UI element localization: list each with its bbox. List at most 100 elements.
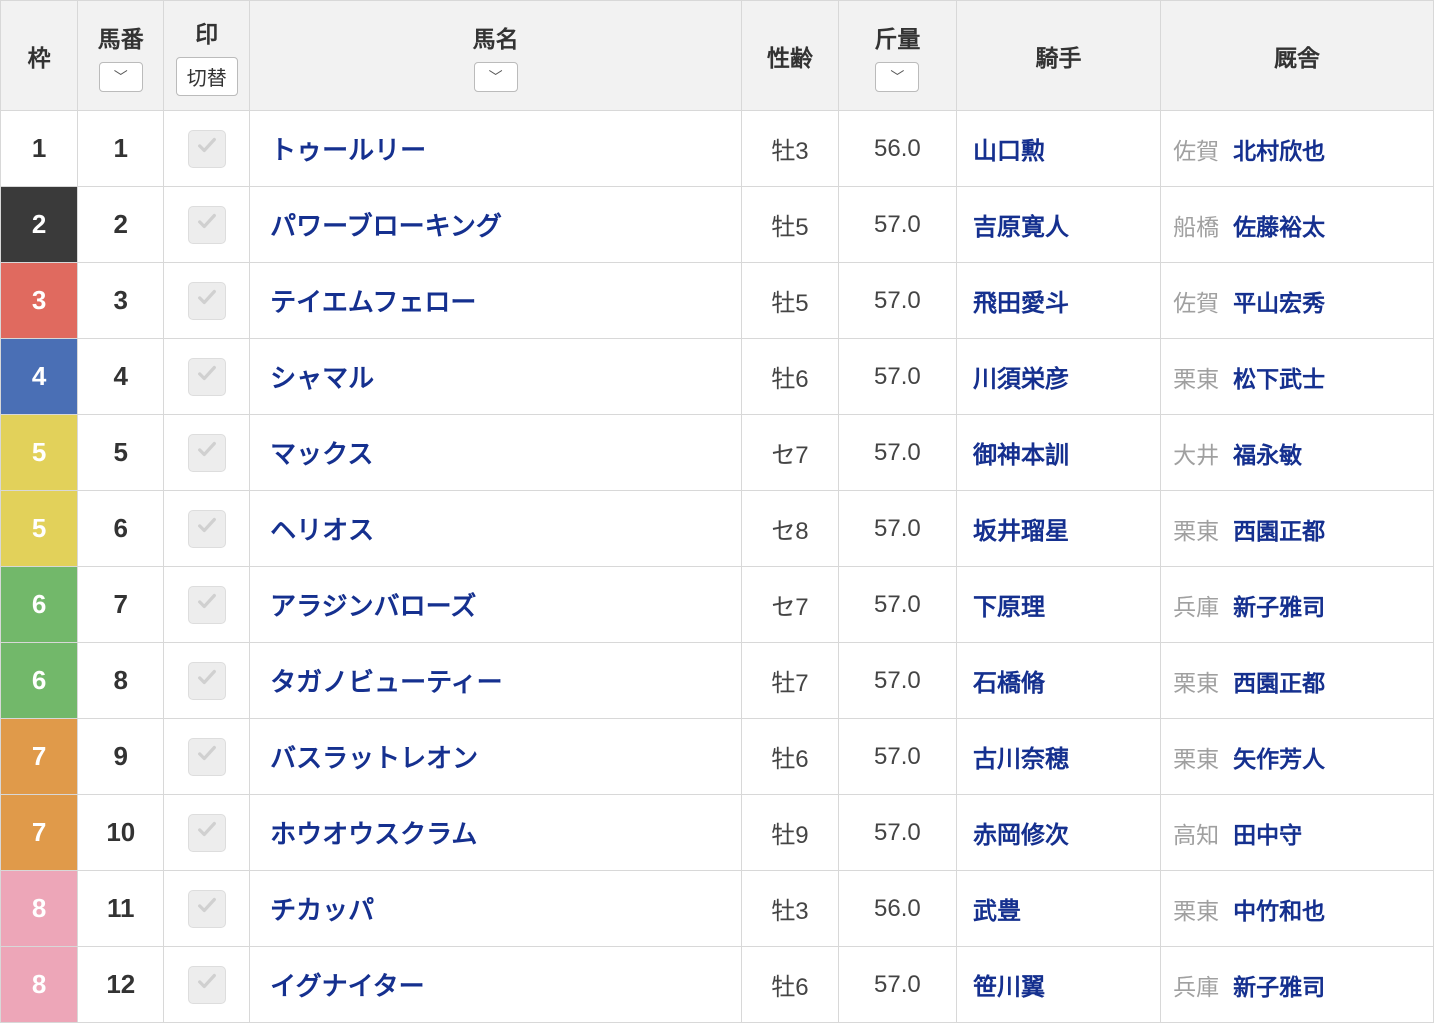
trainer-link[interactable]: 西園正都 xyxy=(1233,670,1325,696)
horsename-link[interactable]: アラジンバローズ xyxy=(270,591,476,621)
mark-checkbox[interactable] xyxy=(188,206,226,244)
horsename-link[interactable]: シャマル xyxy=(270,363,374,393)
umaban-cell: 11 xyxy=(78,871,164,947)
waku-cell: 3 xyxy=(1,263,78,339)
check-icon xyxy=(196,894,218,923)
horsename-cell: シャマル xyxy=(250,339,742,415)
trainer-link[interactable]: 中竹和也 xyxy=(1233,898,1325,924)
table-body: 11トゥールリー牡356.0山口勲佐賀北村欣也22パワーブローキング牡557.0… xyxy=(1,111,1434,1023)
trainer-link[interactable]: 北村欣也 xyxy=(1233,138,1325,164)
mark-checkbox[interactable] xyxy=(188,358,226,396)
jockey-link[interactable]: 古川奈穂 xyxy=(973,746,1069,773)
jockey-link[interactable]: 武豊 xyxy=(973,898,1021,925)
trainer-link[interactable]: 矢作芳人 xyxy=(1233,746,1325,772)
mark-checkbox[interactable] xyxy=(188,814,226,852)
umaban-cell: 4 xyxy=(78,339,164,415)
weight-cell: 57.0 xyxy=(838,415,956,491)
jockey-link[interactable]: 赤岡修次 xyxy=(973,822,1069,849)
sexage-cell: 牡6 xyxy=(742,719,839,795)
jockey-link[interactable]: 笹川翼 xyxy=(973,974,1045,1001)
header-stable-label: 厩舎 xyxy=(1274,39,1320,73)
race-entries-table: 枠 馬番 ﹀ 印 切替 馬名 ﹀ 性齢 xyxy=(0,0,1434,1023)
horsename-cell: イグナイター xyxy=(250,947,742,1023)
mark-checkbox[interactable] xyxy=(188,890,226,928)
sort-umaban-button[interactable]: ﹀ xyxy=(99,62,143,92)
jockey-cell: 山口勲 xyxy=(956,111,1160,187)
jockey-link[interactable]: 坂井瑠星 xyxy=(973,518,1069,545)
jockey-link[interactable]: 下原理 xyxy=(973,594,1045,621)
horsename-link[interactable]: ヘリオス xyxy=(270,515,374,545)
mark-checkbox[interactable] xyxy=(188,130,226,168)
jockey-link[interactable]: 吉原寛人 xyxy=(973,214,1069,241)
check-icon xyxy=(196,742,218,771)
waku-cell: 7 xyxy=(1,795,78,871)
check-icon xyxy=(196,970,218,999)
jockey-link[interactable]: 御神本訓 xyxy=(973,442,1069,469)
trainer-link[interactable]: 新子雅司 xyxy=(1233,594,1325,620)
check-icon xyxy=(196,438,218,467)
mark-checkbox[interactable] xyxy=(188,510,226,548)
check-icon xyxy=(196,818,218,847)
sexage-cell: 牡9 xyxy=(742,795,839,871)
header-weight: 斤量 ﹀ xyxy=(838,1,956,111)
chevron-down-icon: ﹀ xyxy=(114,67,128,87)
weight-cell: 56.0 xyxy=(838,871,956,947)
trainer-link[interactable]: 西園正都 xyxy=(1233,518,1325,544)
mark-cell xyxy=(164,567,250,643)
trainer-link[interactable]: 平山宏秀 xyxy=(1233,290,1325,316)
horsename-link[interactable]: タガノビューティー xyxy=(270,667,502,697)
sort-horsename-button[interactable]: ﹀ xyxy=(474,62,518,92)
horsename-link[interactable]: パワーブローキング xyxy=(270,211,502,241)
horsename-link[interactable]: ホウオウスクラム xyxy=(270,819,477,849)
horsename-link[interactable]: イグナイター xyxy=(270,971,424,1001)
trainer-link[interactable]: 佐藤裕太 xyxy=(1233,214,1325,240)
weight-cell: 57.0 xyxy=(838,187,956,263)
trainer-link[interactable]: 福永敏 xyxy=(1233,442,1302,468)
stable-cell: 佐賀平山宏秀 xyxy=(1161,263,1434,339)
table-header-row: 枠 馬番 ﹀ 印 切替 馬名 ﹀ 性齢 xyxy=(1,1,1434,111)
stable-cell: 栗東矢作芳人 xyxy=(1161,719,1434,795)
stable-location: 高知 xyxy=(1173,822,1219,848)
jockey-cell: 坂井瑠星 xyxy=(956,491,1160,567)
mark-checkbox[interactable] xyxy=(188,662,226,700)
stable-location: 佐賀 xyxy=(1173,290,1219,316)
horsename-cell: ホウオウスクラム xyxy=(250,795,742,871)
jockey-cell: 吉原寛人 xyxy=(956,187,1160,263)
weight-cell: 57.0 xyxy=(838,795,956,871)
horsename-link[interactable]: トゥールリー xyxy=(270,135,426,165)
mark-checkbox[interactable] xyxy=(188,282,226,320)
jockey-cell: 飛田愛斗 xyxy=(956,263,1160,339)
check-icon xyxy=(196,666,218,695)
jockey-link[interactable]: 石橋脩 xyxy=(973,670,1045,697)
mark-checkbox[interactable] xyxy=(188,586,226,624)
table-row: 811チカッパ牡356.0武豊栗東中竹和也 xyxy=(1,871,1434,947)
mark-checkbox[interactable] xyxy=(188,966,226,1004)
jockey-link[interactable]: 飛田愛斗 xyxy=(973,290,1069,317)
sexage-cell: 牡3 xyxy=(742,871,839,947)
jockey-link[interactable]: 山口勲 xyxy=(973,138,1045,165)
sort-weight-button[interactable]: ﹀ xyxy=(875,62,919,92)
weight-cell: 57.0 xyxy=(838,263,956,339)
jockey-link[interactable]: 川須栄彦 xyxy=(973,366,1069,393)
umaban-cell: 10 xyxy=(78,795,164,871)
trainer-link[interactable]: 新子雅司 xyxy=(1233,974,1325,1000)
sexage-cell: 牡6 xyxy=(742,339,839,415)
stable-location: 船橋 xyxy=(1173,214,1219,240)
header-jockey: 騎手 xyxy=(956,1,1160,111)
mark-toggle-button[interactable]: 切替 xyxy=(176,57,238,96)
horsename-link[interactable]: マックス xyxy=(270,439,373,469)
trainer-link[interactable]: 田中守 xyxy=(1233,822,1302,848)
horsename-cell: タガノビューティー xyxy=(250,643,742,719)
trainer-link[interactable]: 松下武士 xyxy=(1233,366,1325,392)
horsename-link[interactable]: テイエムフェロー xyxy=(270,287,476,317)
horsename-link[interactable]: バスラットレオン xyxy=(270,743,478,773)
weight-cell: 57.0 xyxy=(838,947,956,1023)
header-horsename-label: 馬名 xyxy=(473,20,519,54)
weight-cell: 57.0 xyxy=(838,339,956,415)
waku-cell: 8 xyxy=(1,947,78,1023)
stable-cell: 船橋佐藤裕太 xyxy=(1161,187,1434,263)
sexage-cell: 牡7 xyxy=(742,643,839,719)
mark-checkbox[interactable] xyxy=(188,434,226,472)
horsename-link[interactable]: チカッパ xyxy=(270,895,374,925)
mark-checkbox[interactable] xyxy=(188,738,226,776)
